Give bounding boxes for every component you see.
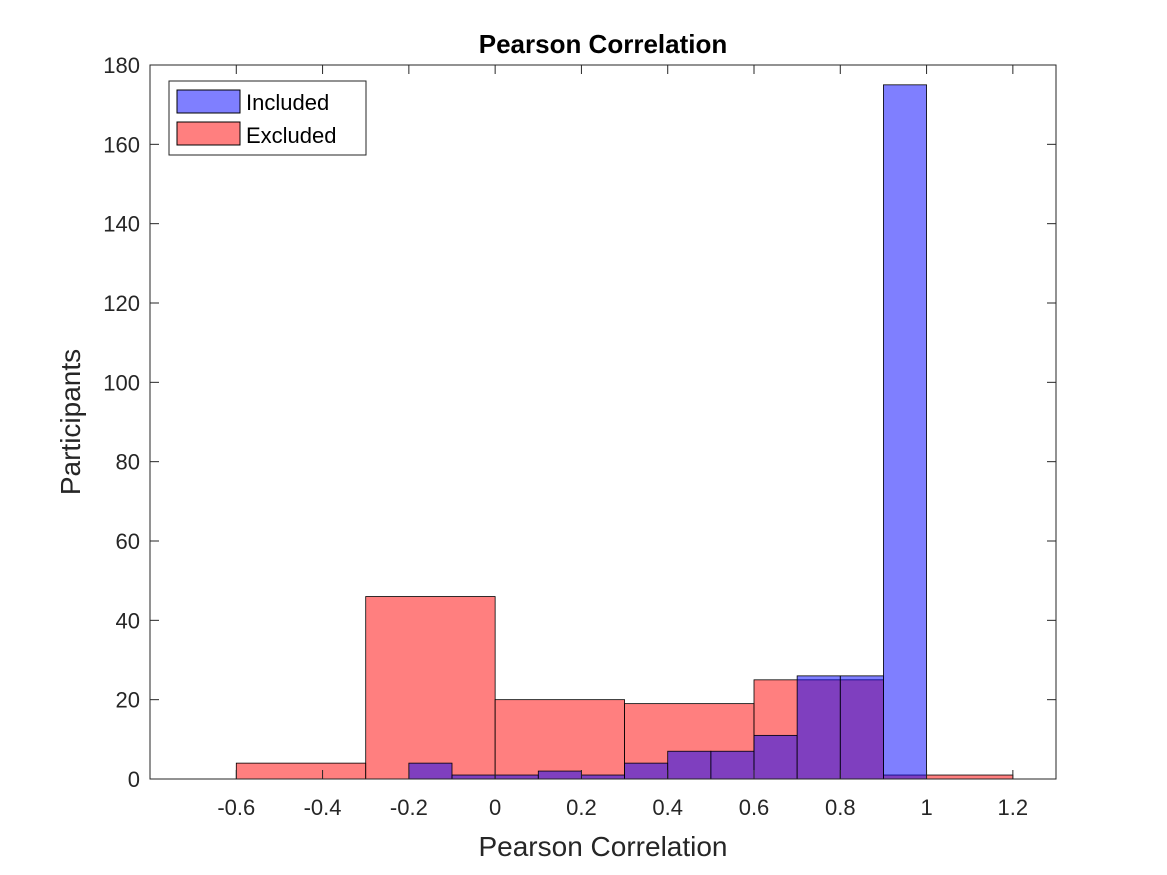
x-axis-label: Pearson Correlation (478, 831, 727, 862)
x-axis: -0.6 -0.4 -0.2 0 0.2 0.4 0.6 0.8 1 1.2 (217, 65, 1028, 820)
bar-included-11 (883, 84, 927, 780)
y-tick-label: 0 (128, 767, 140, 792)
y-axis: 0 20 40 60 80 100 120 140 160 180 (103, 53, 1056, 792)
bar-included-5 (624, 762, 669, 780)
bar-excluded-0 (235, 762, 367, 780)
included-bars (408, 84, 927, 780)
bar-included-1 (451, 774, 496, 780)
legend-swatch-excluded (176, 121, 241, 146)
x-tick-label: 0.6 (739, 795, 770, 820)
bar-included-0 (408, 762, 453, 780)
bar-included-2 (494, 774, 539, 780)
legend-label-included: Included (246, 90, 329, 115)
x-tick-label: 1.2 (998, 795, 1029, 820)
bar-included-4 (581, 774, 625, 780)
bar-included-9 (796, 675, 841, 780)
y-tick-label: 40 (116, 608, 140, 633)
y-tick-label: 60 (116, 529, 140, 554)
x-tick-label: -0.4 (304, 795, 342, 820)
y-tick-label: 80 (116, 450, 140, 475)
bar-excluded-1 (365, 596, 496, 780)
bar-included-7 (710, 750, 755, 780)
y-tick-label: 140 (103, 212, 140, 237)
y-tick-label: 120 (103, 291, 140, 316)
bar-included-6 (667, 750, 712, 780)
y-tick-label: 160 (103, 132, 140, 157)
bar-included-10 (839, 675, 884, 780)
x-tick-label: 1 (920, 795, 932, 820)
legend-label-excluded: Excluded (246, 123, 337, 148)
x-tick-label: 0.2 (566, 795, 597, 820)
x-tick-label: 0.8 (825, 795, 856, 820)
x-tick-label: -0.6 (217, 795, 255, 820)
plot-area-frame (149, 64, 1057, 780)
y-tick-label: 180 (103, 53, 140, 78)
y-axis-label: Participants (55, 349, 86, 495)
y-tick-label: 100 (103, 370, 140, 395)
x-tick-label: -0.2 (390, 795, 428, 820)
chart-title: Pearson Correlation (479, 29, 728, 59)
bar-included-8 (753, 734, 798, 780)
bar-excluded-2 (494, 699, 625, 780)
y-tick-label: 20 (116, 688, 140, 713)
legend-swatch-included (176, 89, 241, 114)
x-tick-label: 0 (489, 795, 501, 820)
x-tick-label: 0.4 (652, 795, 683, 820)
legend: Included Excluded (168, 80, 367, 156)
bar-included-3 (537, 770, 582, 780)
